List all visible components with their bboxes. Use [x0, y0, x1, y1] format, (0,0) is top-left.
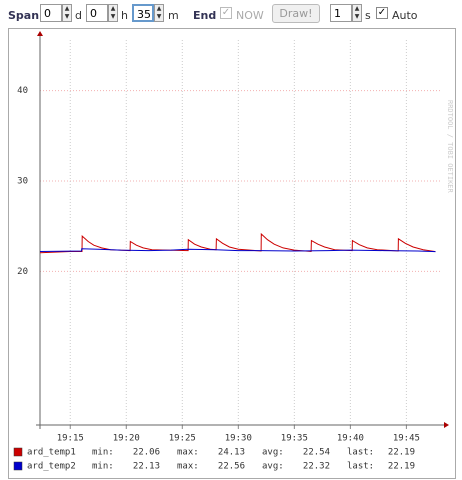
auto-checkbox[interactable]: ✓ [376, 7, 388, 19]
legend-stat-value: 22.19 [388, 462, 415, 472]
x-axis-arrow [444, 422, 449, 428]
minutes-unit: m [168, 9, 179, 22]
interval-input[interactable]: 1 [330, 4, 352, 22]
legend-stat-value: 22.13 [133, 462, 160, 472]
hours-spinner[interactable]: ▲ ▼ [108, 4, 118, 22]
draw-button[interactable]: Draw! [272, 4, 320, 23]
span-label: Span [8, 9, 40, 22]
legend-stat-label: avg: [262, 448, 284, 458]
legend-name: ard_temp1 [27, 448, 76, 458]
legend-name: ard_temp2 [27, 462, 76, 472]
legend-stat-label: avg: [262, 462, 284, 472]
interval-unit: s [365, 9, 371, 22]
legend-stat-label: last: [347, 462, 374, 472]
legend-stat-label: last: [347, 448, 374, 458]
legend-stat-label: min: [92, 462, 114, 472]
y-tick-label: 30 [17, 176, 28, 186]
hours-input[interactable]: 0 [86, 4, 108, 22]
legend-stat-label: min: [92, 448, 114, 458]
x-tick-label: 19:15 [57, 434, 84, 444]
chart-frame [8, 28, 456, 479]
y-tick-label: 20 [17, 267, 28, 277]
legend-stat-value: 24.13 [218, 448, 245, 458]
x-tick-label: 19:45 [393, 434, 420, 444]
x-tick-label: 19:20 [113, 434, 140, 444]
minutes-spinner[interactable]: ▲ ▼ [154, 4, 164, 22]
interval-spinner[interactable]: ▲ ▼ [352, 4, 362, 22]
x-tick-label: 19:40 [337, 434, 364, 444]
series-line [39, 248, 436, 253]
legend-stat-value: 22.56 [218, 462, 245, 472]
auto-label: Auto [392, 9, 418, 22]
legend-stat-value: 22.32 [303, 462, 330, 472]
now-label: NOW [236, 9, 264, 22]
x-tick-label: 19:25 [169, 434, 196, 444]
minutes-input[interactable]: 35 [132, 4, 154, 22]
end-label: End [193, 9, 217, 22]
now-checkbox[interactable]: ✓ [220, 7, 232, 19]
x-tick-label: 19:35 [281, 434, 308, 444]
days-input[interactable]: 0 [40, 4, 62, 22]
days-unit: d [75, 9, 82, 22]
y-tick-label: 40 [17, 86, 28, 96]
hours-unit: h [121, 9, 128, 22]
legend-stat-label: max: [177, 462, 199, 472]
legend-stat-value: 22.06 [133, 448, 160, 458]
legend-stat-value: 22.19 [388, 448, 415, 458]
legend-swatch [13, 461, 23, 471]
y-axis-arrow [37, 31, 43, 36]
legend-stat-label: max: [177, 448, 199, 458]
legend-swatch [13, 447, 23, 457]
watermark: RRDTOOL / TOBI OETIKER [446, 100, 454, 194]
days-spinner[interactable]: ▲ ▼ [62, 4, 72, 22]
legend-stat-value: 22.54 [303, 448, 330, 458]
x-tick-label: 19:30 [225, 434, 252, 444]
